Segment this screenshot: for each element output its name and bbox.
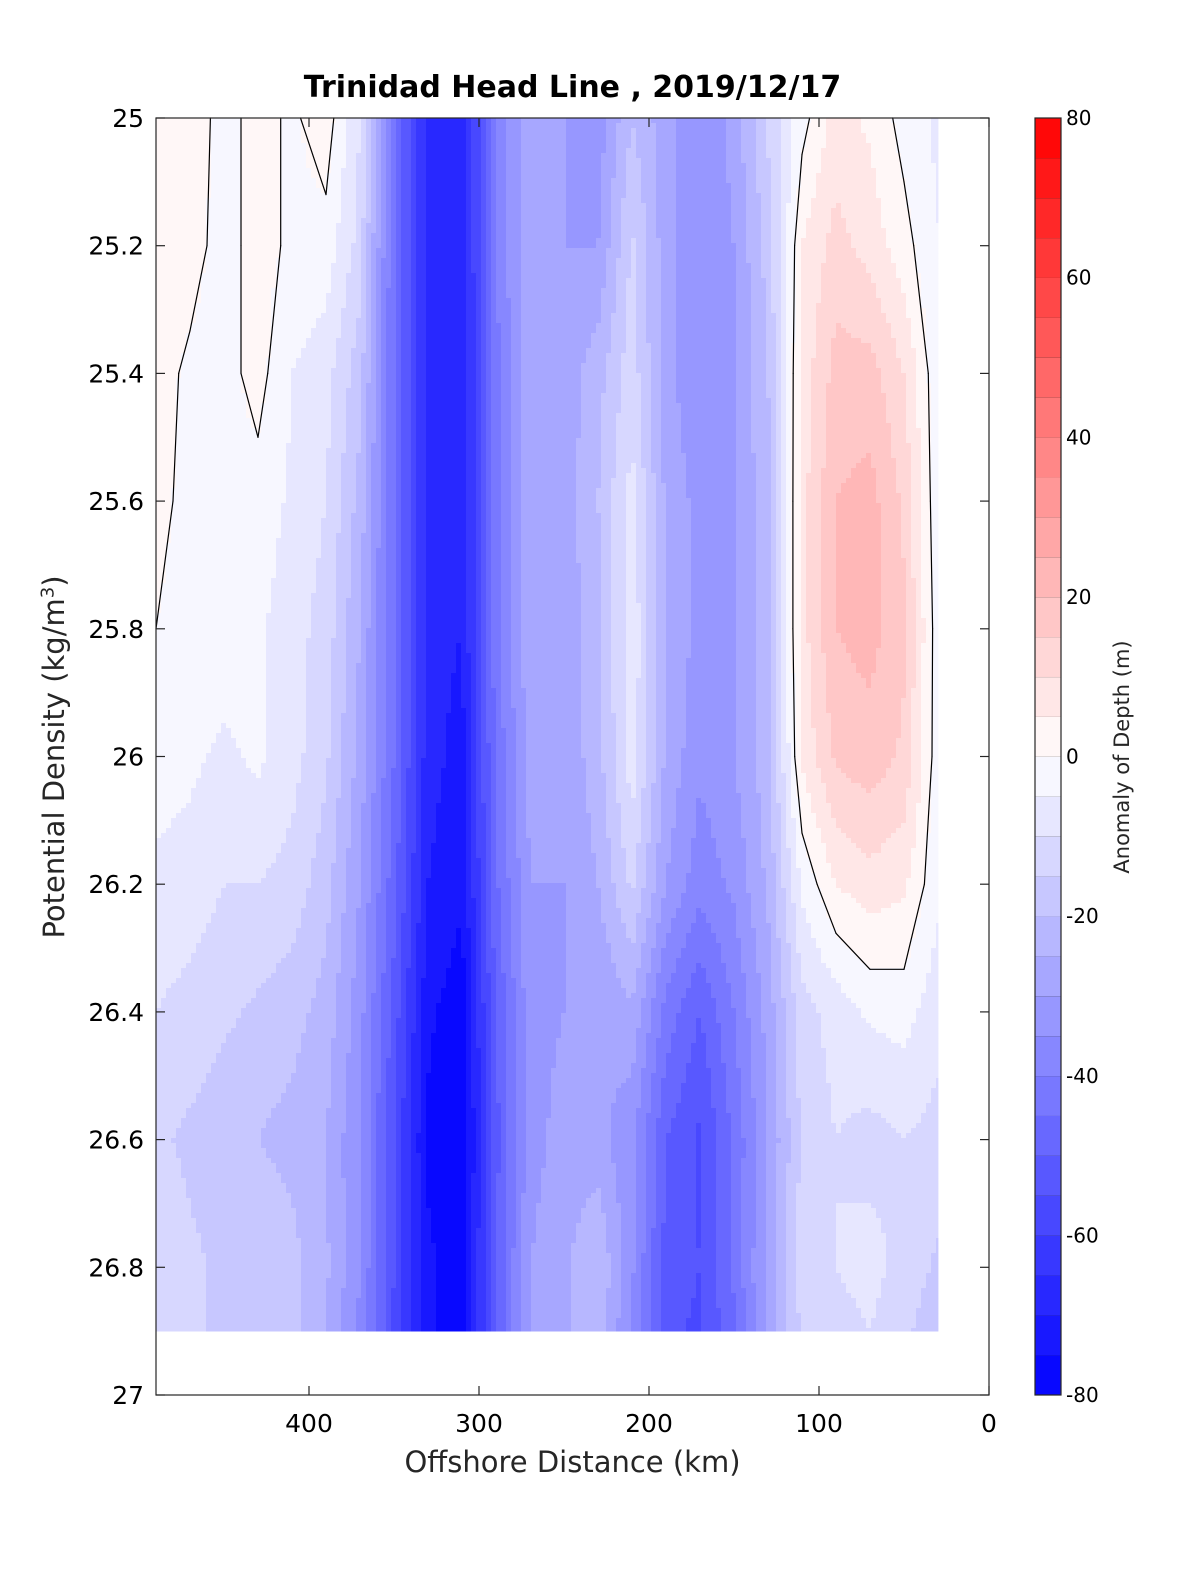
colorbar-band <box>1035 1235 1061 1276</box>
x-tick-label: 0 <box>981 1409 997 1438</box>
colorbar-band <box>1035 1355 1061 1396</box>
zero-contour-segment <box>267 245 282 374</box>
colorbar-band <box>1035 1195 1061 1236</box>
zero-contour-segment <box>793 153 803 247</box>
zero-contour-segment <box>792 245 796 374</box>
colorbar-tick-label: 20 <box>1066 585 1091 609</box>
colorbar-band <box>1035 1035 1061 1077</box>
zero-contour-segment <box>903 181 915 247</box>
zero-contour-segment <box>835 932 871 970</box>
contour-field <box>156 118 939 1332</box>
colorbar-band <box>1035 477 1061 518</box>
zero-contour-segment <box>892 117 905 183</box>
colorbar-band <box>1035 596 1061 638</box>
y-tick-label: 25.4 <box>88 359 144 388</box>
colorbar-band <box>1035 716 1061 757</box>
colorbar-tick-label: -20 <box>1066 904 1099 928</box>
colorbar-tick-label: 60 <box>1066 266 1091 290</box>
colorbar-tick-label: 40 <box>1066 425 1091 449</box>
colorbar-band <box>1035 756 1061 797</box>
y-tick-label: 26.6 <box>88 1126 144 1155</box>
x-tick-label: 400 <box>285 1409 333 1438</box>
colorbar-tick-label: -40 <box>1066 1064 1099 1088</box>
colorbar: -80 -60 -40 -20 0 20 40 60 80 <box>1034 106 1099 1407</box>
zero-contour-segment <box>801 832 818 885</box>
colorbar-band <box>1035 1275 1061 1316</box>
colorbar-tick-label: -60 <box>1066 1223 1099 1247</box>
colorbar-frame <box>1034 117 1062 1396</box>
zero-contour-segment <box>816 883 837 934</box>
zero-contour-segment <box>240 372 259 438</box>
colorbar-band <box>1035 277 1061 318</box>
plot-axes: 400 300 200 100 0 25 25.2 25.4 25.6 25.8 26 26.2 26.… <box>88 104 997 1438</box>
colorbar-band <box>1035 1115 1061 1156</box>
zero-contour-segment <box>923 755 933 885</box>
colorbar-tick-label: -80 <box>1066 1383 1099 1407</box>
colorbar-band <box>1035 118 1061 159</box>
colorbar-band <box>1035 437 1061 478</box>
colorbar-band <box>1035 357 1061 398</box>
x-axis-label: Offshore Distance (km) <box>156 1445 989 1479</box>
colorbar-band <box>1035 1075 1061 1116</box>
zero-contour-segment <box>792 628 796 758</box>
zero-contour-segment <box>206 117 211 247</box>
x-tick-label: 200 <box>625 1409 673 1438</box>
zero-contour-segment <box>325 117 335 196</box>
colorbar-band <box>1035 676 1061 717</box>
colorbar-band <box>1035 556 1061 598</box>
colorbar-band <box>1035 636 1061 677</box>
zero-contour-segment <box>299 117 327 196</box>
y-tick-label: 26.8 <box>88 1253 144 1282</box>
zero-contour-segment <box>155 500 174 630</box>
colorbar-band <box>1035 876 1061 917</box>
colorbar-tick-label: 80 <box>1066 106 1091 130</box>
y-tick-label: 25.6 <box>88 487 144 516</box>
colorbar-band <box>1035 836 1061 877</box>
colorbar-band <box>1035 197 1061 239</box>
y-tick-label: 25 <box>112 104 144 133</box>
y-tick-label: 25.8 <box>88 615 144 644</box>
colorbar-band <box>1035 157 1061 199</box>
zero-contour-segment <box>189 245 208 332</box>
colorbar-tick-label: 0 <box>1066 745 1079 769</box>
zero-contour-segment <box>927 372 932 502</box>
colorbar-band <box>1035 916 1061 957</box>
x-tick-label: 100 <box>795 1409 843 1438</box>
y-tick-label: 26.4 <box>88 998 144 1027</box>
zero-contour-segment <box>794 755 803 834</box>
colorbar-band <box>1035 397 1061 438</box>
colorbar-band <box>1035 517 1061 558</box>
zero-contour-segment <box>931 628 934 758</box>
y-tick-label: 25.2 <box>88 232 144 261</box>
colorbar-band <box>1035 1155 1061 1196</box>
zero-contour-segment <box>801 117 811 156</box>
zero-contour-segment <box>257 372 269 438</box>
x-tick-label: 300 <box>455 1409 503 1438</box>
colorbar-band <box>1035 995 1061 1037</box>
y-tick-label: 26 <box>112 743 144 772</box>
zero-contour-lines <box>155 117 934 970</box>
colorbar-band <box>1035 237 1061 278</box>
colorbar-band <box>1035 1315 1061 1356</box>
colorbar-band <box>1035 796 1061 837</box>
colorbar-band <box>1035 317 1061 358</box>
zero-contour-segment <box>178 330 191 374</box>
colorbar-band <box>1035 956 1061 997</box>
zero-contour-segment <box>929 500 934 630</box>
chart-title: Trinidad Head Line , 2019/12/17 <box>156 70 989 105</box>
zero-contour-segment <box>903 883 926 970</box>
y-tick-label: 27 <box>112 1381 144 1410</box>
y-tick-label: 26.2 <box>88 870 144 899</box>
zero-contour-segment <box>913 245 929 374</box>
zero-contour-segment <box>172 372 180 502</box>
